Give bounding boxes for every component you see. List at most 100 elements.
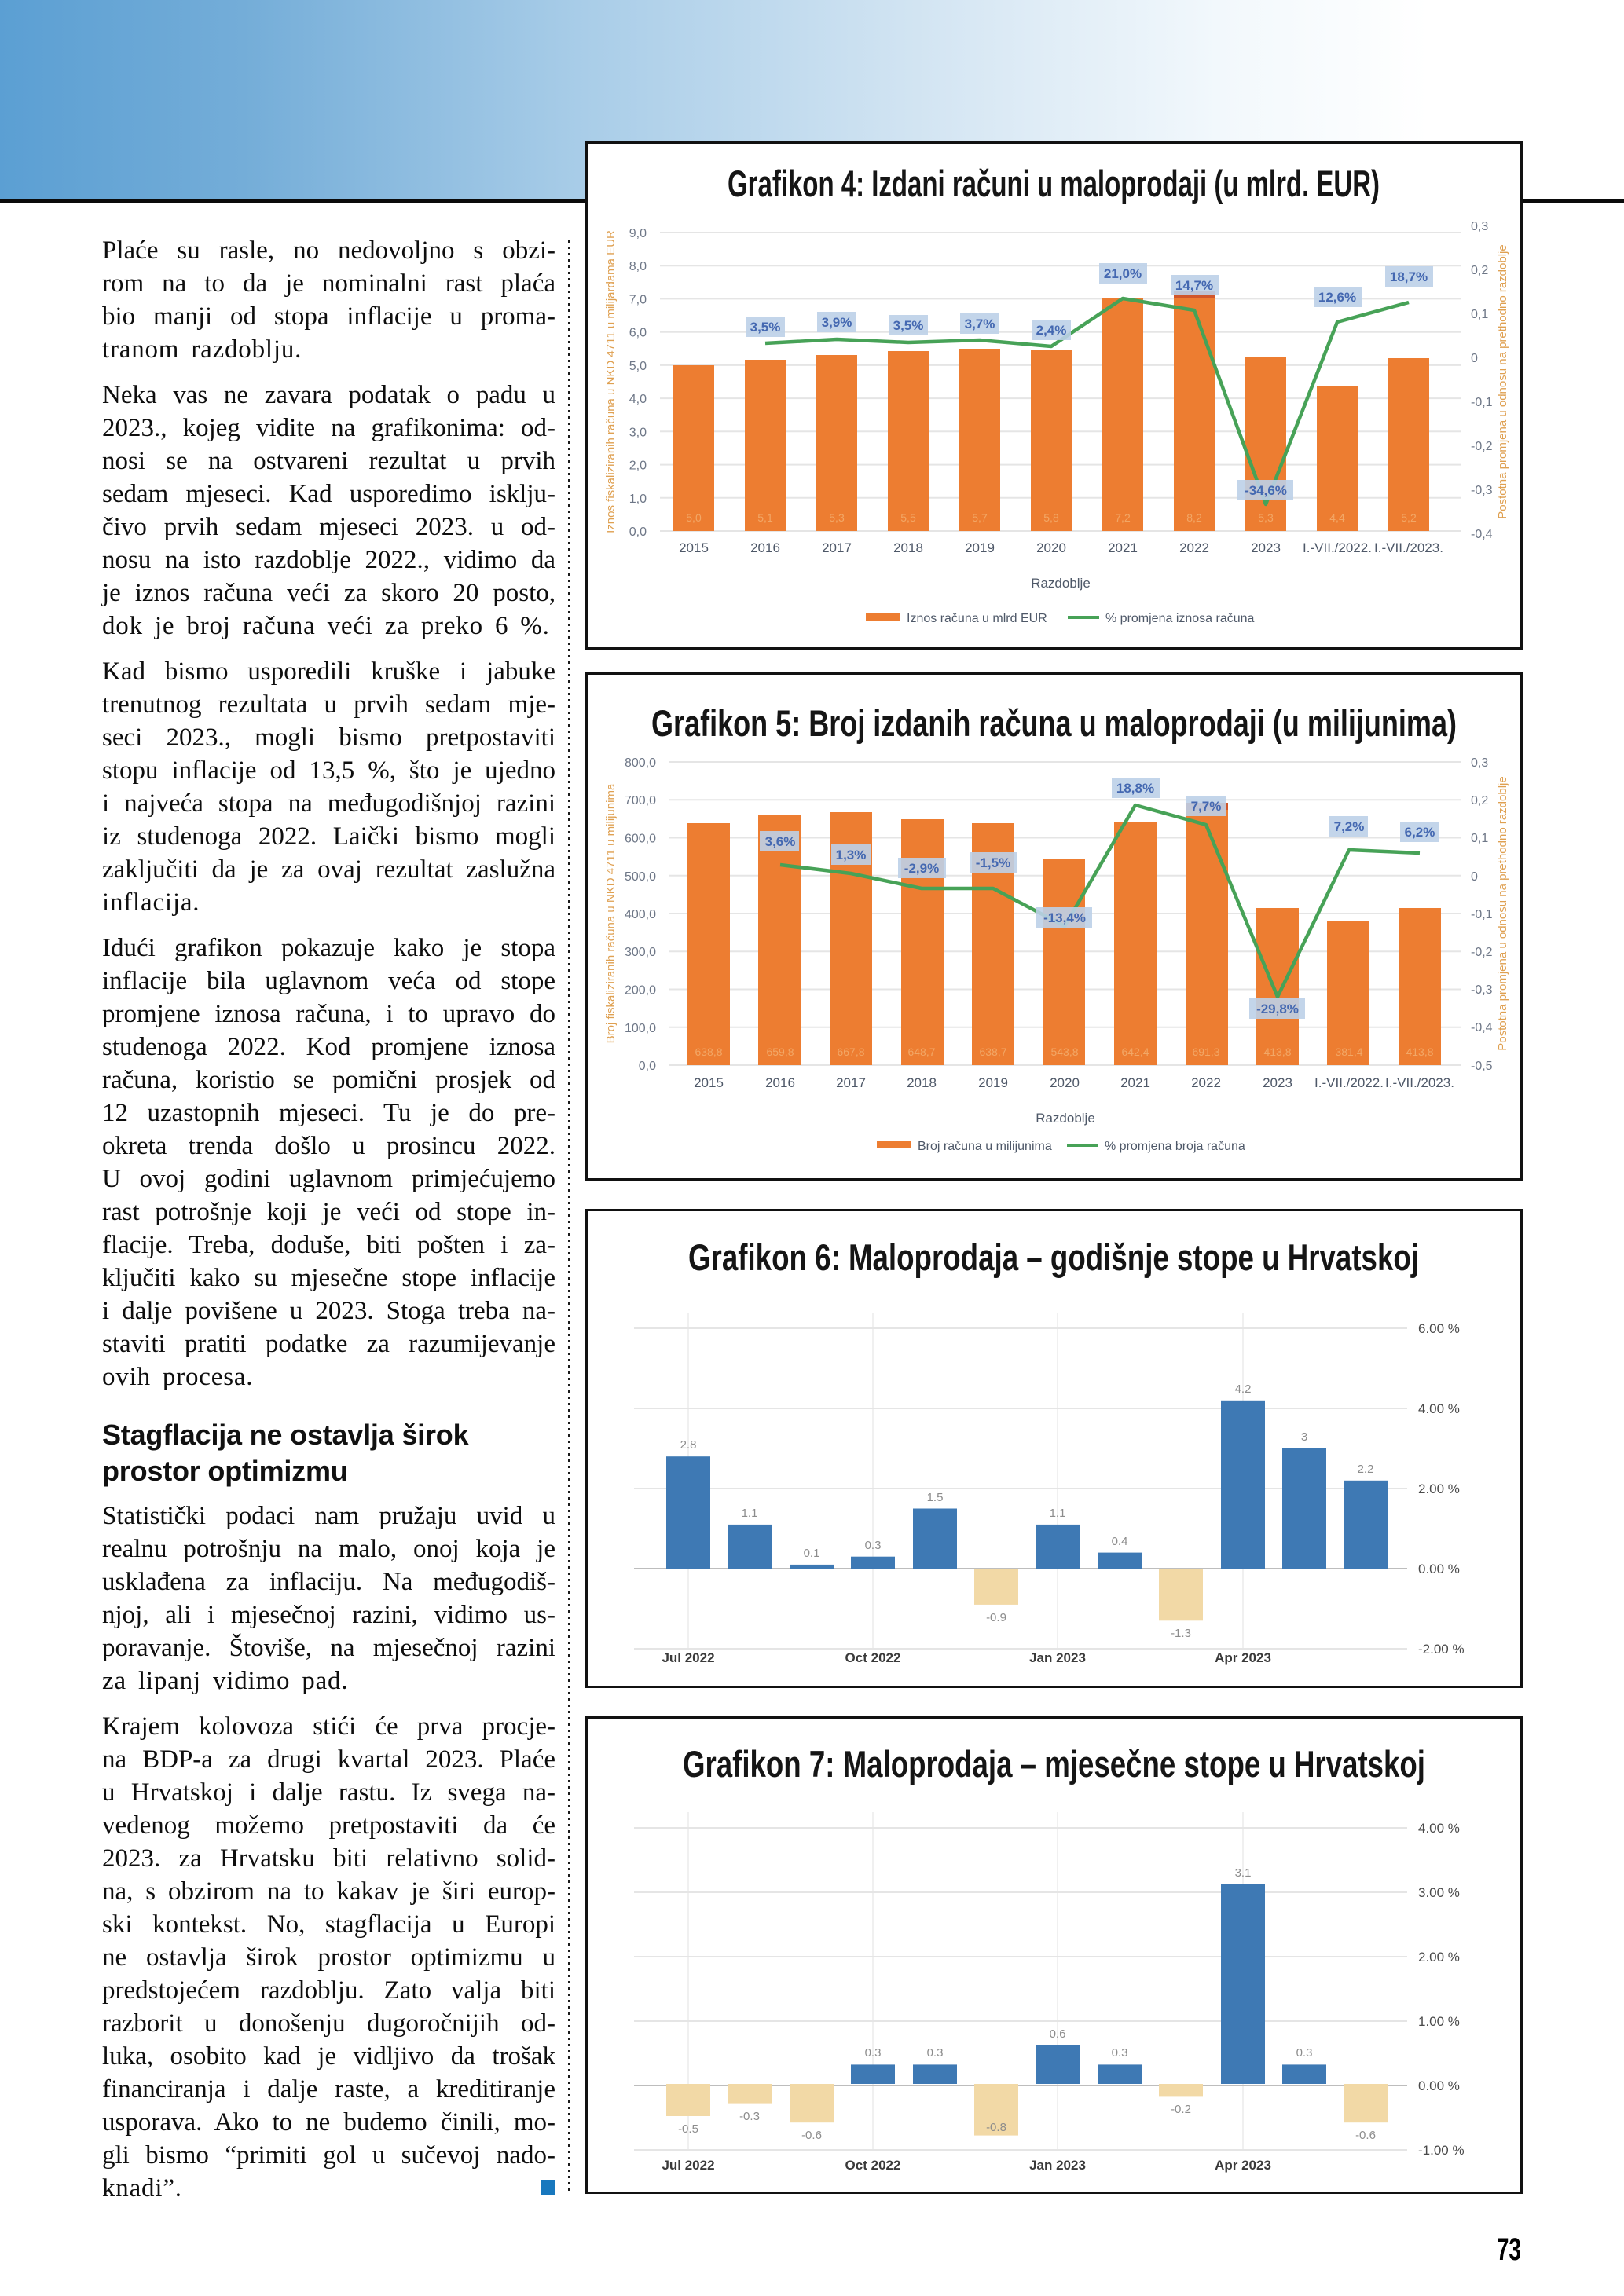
svg-text:3,5%: 3,5% [750,320,781,335]
svg-text:Oct 2022: Oct 2022 [845,2158,901,2173]
svg-text:659,8: 659,8 [766,1045,794,1058]
svg-text:2022: 2022 [1179,540,1209,555]
svg-text:413,8: 413,8 [1263,1045,1291,1058]
svg-text:0,2: 0,2 [1471,264,1488,277]
svg-text:0.3: 0.3 [1296,2046,1313,2060]
svg-text:400,0: 400,0 [625,908,656,921]
svg-text:-0,4: -0,4 [1471,1021,1493,1034]
svg-text:0,3: 0,3 [1471,220,1488,233]
svg-text:5,7: 5,7 [972,511,988,524]
svg-text:6.00 %: 6.00 % [1418,1321,1460,1336]
svg-text:-0.5: -0.5 [678,2122,698,2136]
svg-text:2021: 2021 [1120,1075,1150,1090]
svg-text:5,5: 5,5 [900,511,916,524]
svg-text:500,0: 500,0 [625,870,656,884]
svg-text:648,7: 648,7 [907,1045,935,1058]
svg-text:1.5: 1.5 [927,1491,944,1504]
svg-text:-13,4%: -13,4% [1043,910,1086,925]
svg-text:2.00 %: 2.00 % [1418,1950,1460,1965]
svg-text:2015: 2015 [679,540,709,555]
svg-text:Postotna promjena u odnosu na: Postotna promjena u odnosu na prethodno … [1496,244,1509,518]
svg-text:6,2%: 6,2% [1405,825,1435,840]
svg-text:600,0: 600,0 [625,833,656,846]
svg-text:Iznos fiskaliziranih računa u: Iznos fiskaliziranih računa u NKD 4711 u… [604,230,618,533]
svg-text:-0,3: -0,3 [1471,484,1493,497]
svg-text:Jul 2022: Jul 2022 [662,1650,714,1665]
svg-text:I.-VII./2023.: I.-VII./2023. [1374,540,1443,555]
svg-text:Razdoblje: Razdoblje [1036,1111,1095,1126]
svg-text:Oct 2022: Oct 2022 [845,1650,901,1665]
svg-text:2,0: 2,0 [629,460,647,473]
svg-text:Grafikon 7: Maloprodaja – mjes: Grafikon 7: Maloprodaja – mjesečne stope… [683,1743,1425,1785]
svg-text:2021: 2021 [1108,540,1138,555]
svg-text:5,0: 5,0 [686,511,702,524]
svg-text:-0,2: -0,2 [1471,440,1493,453]
svg-text:Postotna promjena u odnosu na: Postotna promjena u odnosu na prethodno … [1496,776,1509,1050]
svg-text:-0,1: -0,1 [1471,396,1493,409]
svg-text:12,6%: 12,6% [1318,290,1356,305]
svg-text:-1.00 %: -1.00 % [1418,2143,1465,2158]
svg-text:2017: 2017 [836,1075,866,1090]
svg-text:0: 0 [1471,870,1478,884]
svg-text:-0,5: -0,5 [1471,1060,1493,1073]
svg-text:5,3: 5,3 [829,511,845,524]
svg-text:5,1: 5,1 [757,511,773,524]
svg-text:Jan 2023: Jan 2023 [1029,1650,1086,1665]
svg-text:1.00 %: 1.00 % [1418,2014,1460,2029]
svg-text:0.3: 0.3 [1112,2046,1128,2060]
svg-text:0,3: 0,3 [1471,756,1488,770]
svg-text:300,0: 300,0 [625,946,656,959]
svg-text:7,0: 7,0 [629,293,647,306]
svg-text:% promjena broja računa: % promjena broja računa [1105,1140,1245,1153]
svg-text:0: 0 [1471,352,1478,365]
svg-text:2015: 2015 [694,1075,724,1090]
svg-text:18,8%: 18,8% [1116,781,1154,796]
svg-text:I.-VII./2023.: I.-VII./2023. [1385,1075,1454,1090]
svg-text:1.1: 1.1 [742,1507,758,1520]
svg-text:2020: 2020 [1050,1075,1080,1090]
svg-text:2017: 2017 [822,540,852,555]
svg-text:4,4: 4,4 [1329,511,1345,524]
svg-text:-0.6: -0.6 [1355,2129,1376,2142]
svg-text:8,2: 8,2 [1186,511,1202,524]
svg-text:-1,5%: -1,5% [976,855,1010,870]
svg-text:2016: 2016 [750,540,780,555]
svg-text:3.1: 3.1 [1235,1866,1252,1880]
svg-text:543,8: 543,8 [1050,1045,1078,1058]
svg-text:2.2: 2.2 [1358,1463,1374,1476]
svg-text:Jan 2023: Jan 2023 [1029,2158,1086,2173]
svg-text:4.00 %: 4.00 % [1418,1821,1460,1836]
svg-text:2016: 2016 [765,1075,795,1090]
svg-text:Broj fiskaliziranih računa u N: Broj fiskaliziranih računa u NKD 4711 u … [604,783,618,1043]
svg-text:4.2: 4.2 [1235,1382,1252,1396]
svg-text:% promjena iznosa računa: % promjena iznosa računa [1105,612,1255,625]
svg-text:2019: 2019 [978,1075,1008,1090]
svg-text:0.3: 0.3 [927,2046,944,2060]
svg-text:0.00 %: 0.00 % [1418,1562,1460,1576]
svg-text:642,4: 642,4 [1121,1045,1149,1058]
svg-text:0.4: 0.4 [1112,1535,1128,1548]
svg-text:-0,3: -0,3 [1471,983,1493,997]
svg-text:691,3: 691,3 [1192,1045,1219,1058]
svg-text:3,5%: 3,5% [893,318,924,333]
svg-text:Grafikon 6: Maloprodaja – godi: Grafikon 6: Maloprodaja – godišnje stope… [688,1236,1419,1278]
svg-text:1,0: 1,0 [629,493,647,506]
svg-text:I.-VII./2022.: I.-VII./2022. [1303,540,1372,555]
svg-text:-1.3: -1.3 [1171,1627,1191,1640]
svg-text:Apr 2023: Apr 2023 [1215,1650,1271,1665]
svg-text:800,0: 800,0 [625,756,656,770]
svg-text:7,2%: 7,2% [1334,819,1365,834]
svg-text:7,7%: 7,7% [1191,799,1222,814]
svg-text:0.3: 0.3 [865,1539,882,1552]
svg-text:2018: 2018 [893,540,923,555]
svg-text:3,7%: 3,7% [965,317,995,331]
svg-text:3,6%: 3,6% [765,834,796,849]
svg-text:2,4%: 2,4% [1036,323,1067,338]
svg-text:-0.3: -0.3 [739,2110,760,2123]
svg-text:2.8: 2.8 [680,1438,697,1452]
svg-text:3: 3 [1301,1430,1307,1444]
svg-text:-0.9: -0.9 [986,1611,1006,1624]
svg-text:0,1: 0,1 [1471,308,1488,321]
svg-text:2018: 2018 [907,1075,937,1090]
svg-text:0,0: 0,0 [629,525,647,539]
